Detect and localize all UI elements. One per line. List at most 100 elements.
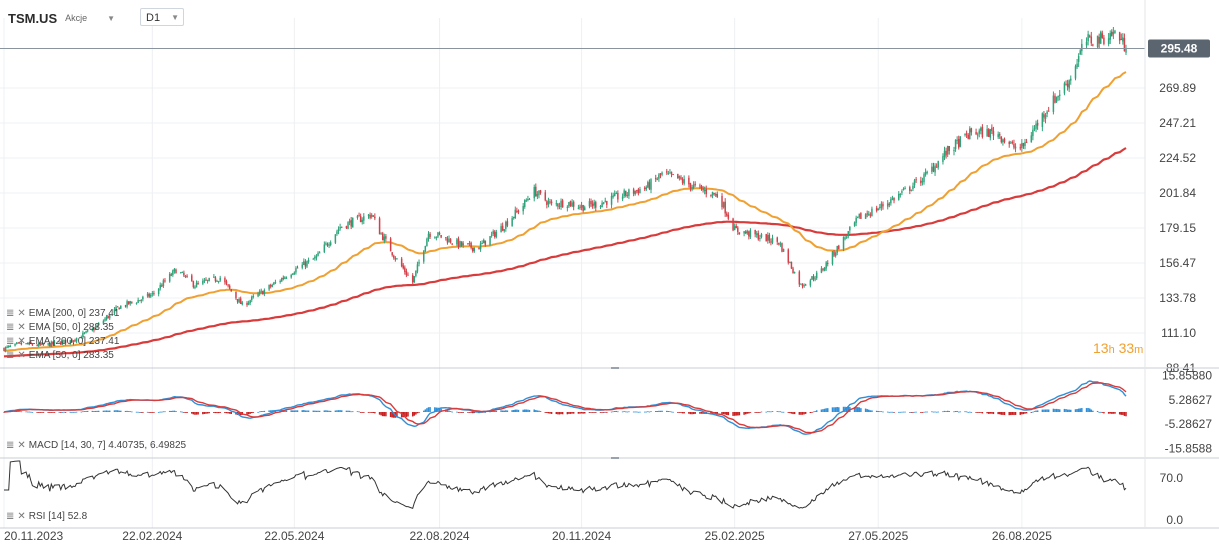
close-icon[interactable]: ✕ [17, 511, 26, 522]
macd-histogram-bar [191, 412, 193, 414]
macd-histogram-bar [192, 412, 195, 415]
candle [1088, 34, 1091, 38]
settings-icon[interactable]: ≣ [6, 440, 15, 451]
close-icon[interactable]: ✕ [17, 350, 26, 361]
macd-histogram-bar [923, 411, 925, 413]
macd-histogram-bar [1077, 408, 1080, 412]
candle [924, 168, 927, 177]
close-icon[interactable]: ✕ [17, 308, 26, 319]
symbol-label[interactable]: TSM.US [8, 10, 58, 26]
ema50-indicator-label[interactable]: ≣ ✕ EMA [50, 0] 283.35 [6, 322, 114, 333]
candle [847, 230, 850, 239]
rsi-tick-label: 70.0 [1160, 471, 1184, 485]
candle [1013, 139, 1015, 150]
candle [579, 204, 581, 210]
candle [26, 342, 29, 345]
macd-histogram-bar [702, 412, 704, 414]
candle-body [292, 273, 294, 275]
macd-histogram-bar [809, 412, 812, 414]
candle [1096, 35, 1099, 50]
candle [661, 171, 663, 177]
macd-histogram-bar [126, 410, 128, 412]
candle [347, 221, 349, 230]
candle [566, 205, 569, 212]
candle-body [424, 245, 427, 252]
candle [492, 229, 494, 237]
candle-body [767, 235, 769, 241]
close-icon[interactable]: ✕ [17, 440, 26, 451]
candle [1107, 32, 1110, 47]
macd-histogram-bar [1019, 412, 1022, 415]
candle [767, 232, 769, 244]
settings-icon[interactable]: ≣ [6, 336, 15, 347]
candle-body [691, 186, 693, 190]
candle-body [150, 294, 152, 297]
chevron-down-icon[interactable]: ▼ [171, 13, 179, 22]
macd-histogram-bar [759, 412, 761, 413]
time-tick-label: 20.11.2023 [4, 529, 63, 543]
macd-histogram-bar [503, 410, 505, 412]
ema200-indicator-label-2[interactable]: ≣ ✕ EMA [200, 0] 237.41 [6, 336, 119, 347]
candle [326, 242, 329, 247]
macd-histogram-bar [658, 410, 660, 412]
candle-body [370, 214, 373, 217]
macd-histogram-bar [1033, 411, 1036, 412]
macd-histogram-bar [593, 412, 595, 413]
macd-histogram-bar [975, 412, 977, 413]
candle-body [770, 241, 772, 243]
candle [138, 300, 141, 302]
candle-body [978, 130, 980, 134]
price-tick-label: 201.84 [1159, 186, 1196, 200]
pane-separators[interactable] [0, 0, 1219, 528]
candlestick-series[interactable] [3, 26, 1127, 353]
candle-body [546, 201, 548, 206]
settings-icon[interactable]: ≣ [6, 511, 15, 522]
candle [909, 185, 911, 195]
candle [588, 198, 591, 209]
macd-histogram-bar [15, 411, 18, 412]
candle [650, 178, 652, 194]
timeframe-select[interactable]: D1 ▼ [140, 8, 184, 26]
candle-body [555, 203, 558, 205]
settings-icon[interactable]: ≣ [6, 322, 15, 333]
candle-body [378, 218, 381, 235]
candle-body [279, 280, 281, 283]
settings-icon[interactable]: ≣ [6, 308, 15, 319]
candle-body [877, 209, 879, 211]
macd-histogram-bar [1025, 412, 1028, 414]
candle-body [350, 220, 352, 227]
candle-body [1011, 142, 1014, 144]
macd-histogram-bar [989, 412, 992, 414]
candle-body [451, 243, 453, 245]
settings-icon[interactable]: ≣ [6, 350, 15, 361]
ema50-indicator-label-2[interactable]: ≣ ✕ EMA [50, 0] 283.35 [6, 350, 114, 361]
candle [700, 184, 703, 191]
candle [9, 344, 12, 348]
candle [964, 133, 966, 137]
candle-body [1074, 66, 1077, 79]
macd-histogram-bar [137, 411, 139, 413]
candle [699, 183, 701, 189]
macd-histogram-bar [348, 410, 351, 412]
macd-histogram-bar [669, 411, 671, 413]
close-icon[interactable]: ✕ [17, 322, 26, 333]
last-price-line: 295.48 [0, 39, 1210, 58]
macd-histogram-bar [295, 410, 297, 412]
rsi-indicator-label[interactable]: ≣ ✕ RSI [14] 52.8 [6, 511, 87, 522]
candle [314, 254, 316, 261]
candle [36, 343, 38, 347]
candle-body [429, 233, 431, 237]
ema200-indicator-label[interactable]: ≣ ✕ EMA [200, 0] 237.41 [6, 308, 119, 319]
macd-histogram-bar [1057, 409, 1059, 412]
instrument-header[interactable]: TSM.US Akcje ▼ [8, 8, 115, 28]
candle [1101, 30, 1104, 39]
macd-indicator-label[interactable]: ≣ ✕ MACD [14, 30, 7] 4.40735, 6.49825 [6, 440, 186, 451]
candle [781, 242, 783, 253]
candle [888, 202, 891, 208]
candle-body [407, 274, 409, 276]
chevron-down-icon[interactable]: ▼ [107, 13, 116, 23]
candle-countdown: 13h 33m [1093, 340, 1143, 356]
macd-histogram-bar [981, 412, 984, 414]
close-icon[interactable]: ✕ [17, 336, 26, 347]
